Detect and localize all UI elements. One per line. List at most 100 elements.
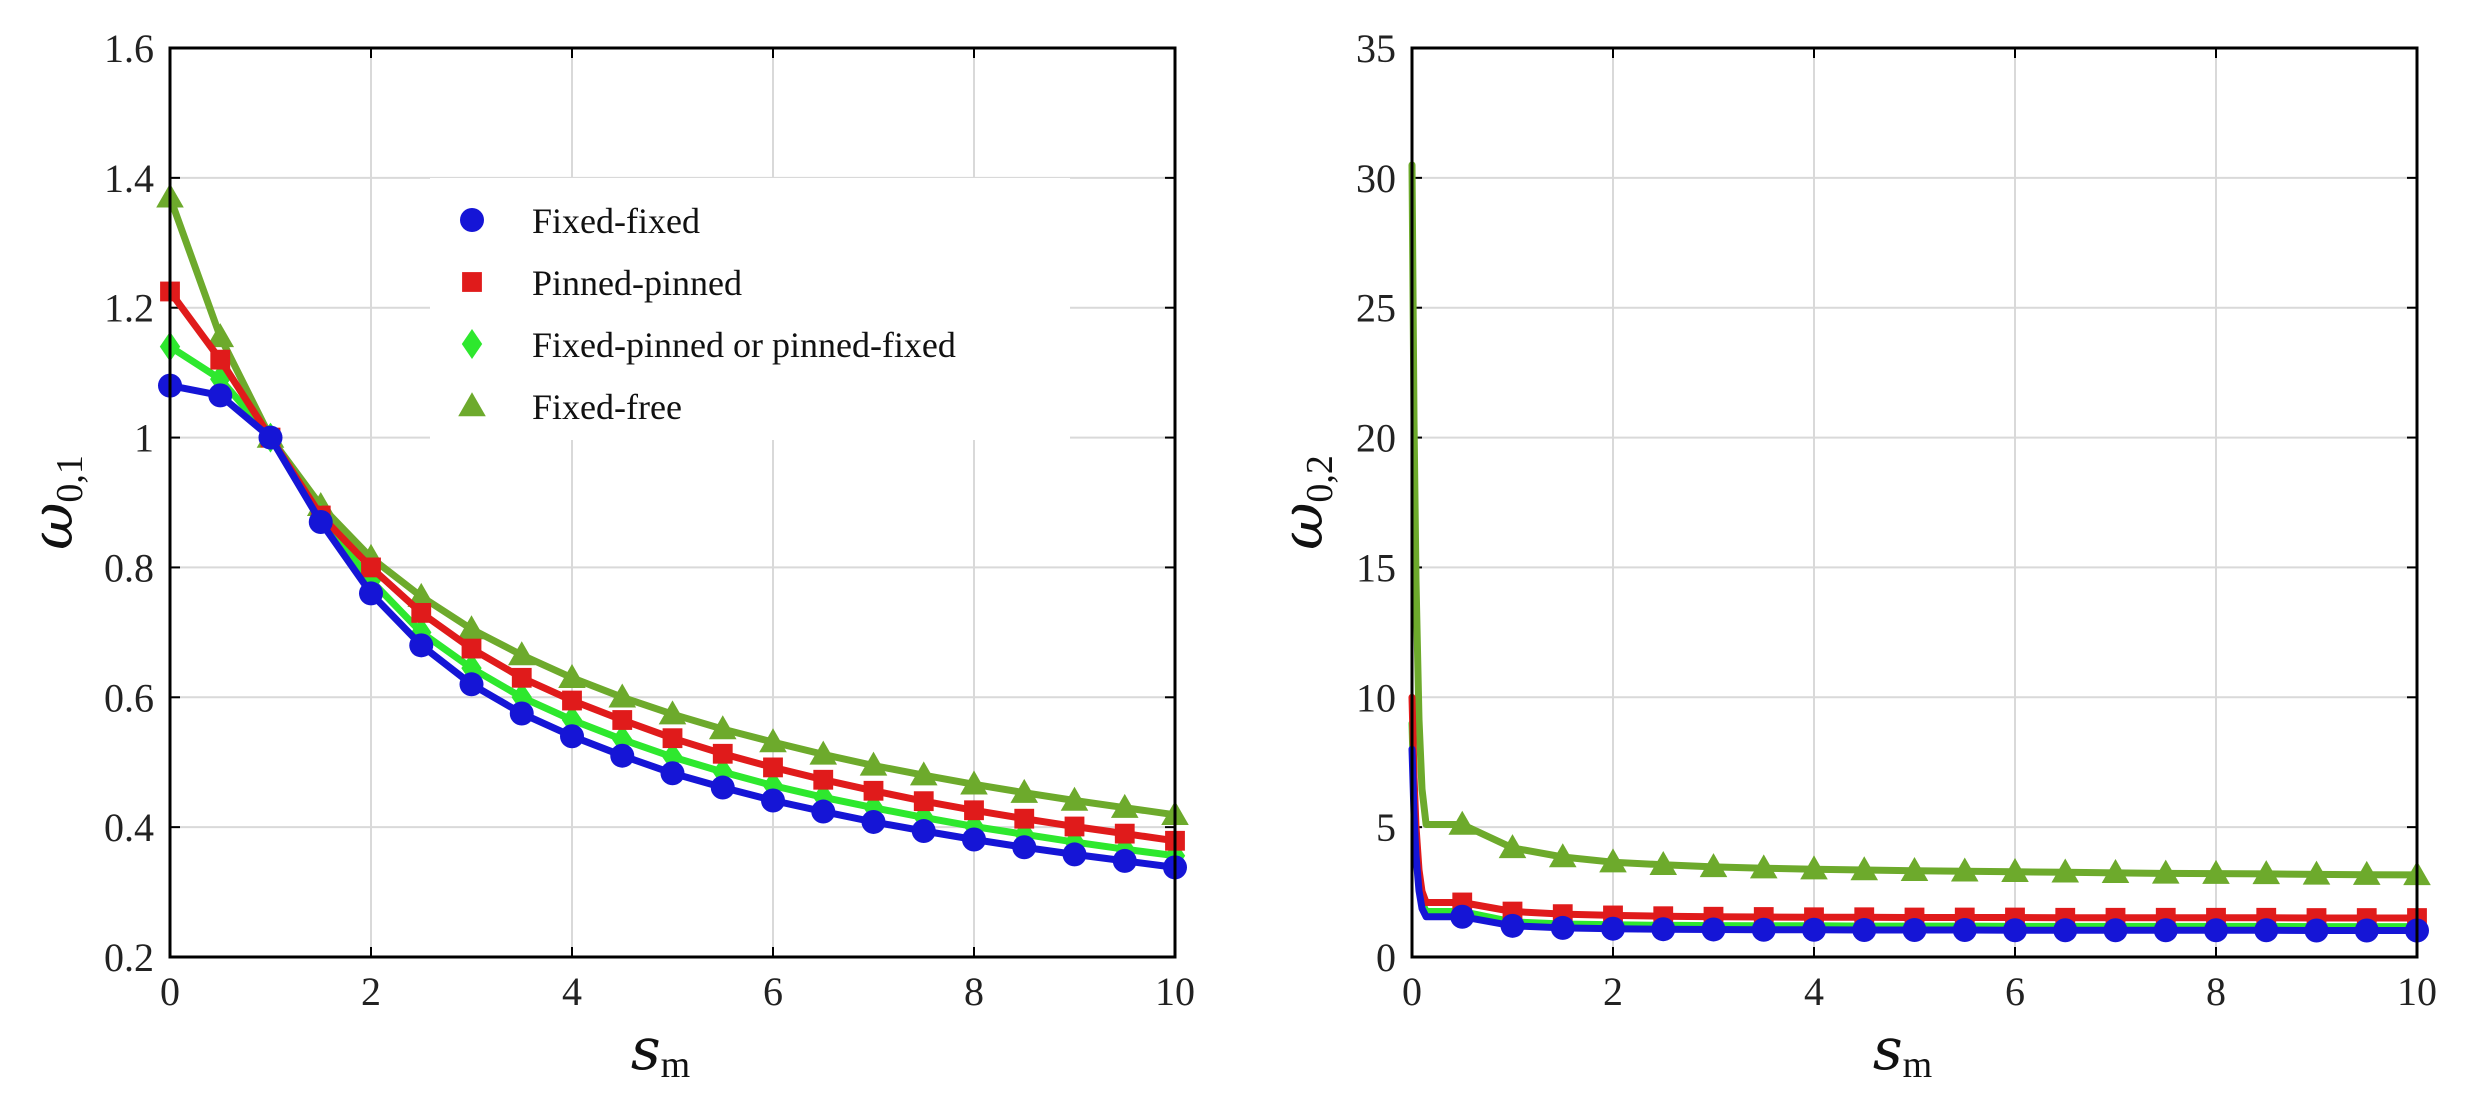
- data-point: [2153, 918, 2178, 943]
- y-tick-label: 20: [1356, 416, 1396, 461]
- data-point: [1601, 916, 1625, 941]
- data-point: [2053, 918, 2078, 943]
- data-point: [1550, 915, 1575, 940]
- data-point: [964, 800, 984, 821]
- data-point: [1701, 917, 1726, 942]
- data-point: [608, 683, 637, 708]
- data-point: [558, 664, 586, 689]
- data-point: [1800, 855, 1828, 880]
- y-tick-label: 1.2: [104, 286, 154, 331]
- x-axis-label: sm: [631, 1015, 690, 1086]
- data-point: [712, 743, 733, 764]
- data-point: [708, 715, 737, 740]
- data-point: [407, 582, 436, 607]
- data-point: [710, 775, 735, 800]
- data-point: [461, 638, 482, 659]
- legend-marker: [461, 329, 483, 359]
- y-tick-label: 35: [1356, 26, 1396, 71]
- x-tick-label: 2: [361, 969, 381, 1014]
- data-point: [2302, 860, 2331, 885]
- data-point: [1852, 917, 1877, 942]
- data-point: [962, 827, 986, 852]
- data-point: [960, 770, 988, 795]
- data-point: [2101, 859, 2130, 884]
- axes-frame: [168, 46, 1177, 959]
- data-point: [909, 761, 938, 786]
- x-tick-label: 4: [1804, 969, 1824, 1014]
- data-point: [1802, 917, 1826, 942]
- data-point: [1498, 834, 1527, 859]
- data-point: [1699, 853, 1728, 878]
- axes-frame: [1410, 46, 2419, 959]
- data-point: [1900, 856, 1929, 881]
- data-point: [658, 700, 687, 725]
- data-point: [509, 701, 534, 726]
- data-point: [560, 724, 584, 749]
- legend-label: Fixed-fixed: [532, 201, 700, 241]
- y-axis-label-subscript: 0,2: [1299, 455, 1341, 503]
- x-axis-label-subscript: m: [1903, 1044, 1933, 1086]
- x-tick-label: 2: [1603, 969, 1623, 1014]
- x-tick-label: 6: [763, 969, 783, 1014]
- data-point: [359, 581, 383, 606]
- y-tick-label: 15: [1356, 545, 1396, 590]
- x-axis-label-subscript: m: [661, 1044, 691, 1086]
- data-point: [660, 761, 685, 786]
- y-tick-label: 1.6: [104, 26, 154, 71]
- data-point: [2202, 859, 2230, 884]
- data-point: [2103, 918, 2128, 943]
- data-point: [1014, 808, 1035, 829]
- y-axis-label: ω0,1: [18, 455, 91, 550]
- data-point: [210, 349, 231, 370]
- data-point: [361, 557, 381, 578]
- x-axis-label: sm: [1873, 1015, 1932, 1086]
- data-point: [1850, 856, 1879, 881]
- left-chart: 0 2 4 6 8 10 0.2 0.4 0.6 0.8 1 1.2 1.4 1.6 sm ω0,1 Fixed…: [18, 26, 1195, 1086]
- data-point: [411, 602, 432, 623]
- legend-label: Fixed-pinned or pinned-fixed: [532, 325, 956, 365]
- data-point: [2354, 918, 2379, 943]
- y-tick-label: 25: [1356, 286, 1396, 331]
- data-point: [859, 751, 888, 776]
- data-point: [813, 769, 834, 790]
- data-point: [861, 809, 886, 834]
- y-tick-label: 1: [134, 416, 154, 461]
- y-axis-label-subscript: 0,1: [49, 455, 91, 503]
- y-tick-label: 0.2: [104, 935, 154, 980]
- y-tick-label: 0: [1376, 935, 1396, 980]
- data-point: [1902, 917, 1927, 942]
- data-point: [2204, 918, 2228, 943]
- data-point: [457, 615, 486, 640]
- data-point: [1599, 848, 1627, 873]
- legend-marker: [458, 392, 486, 417]
- data-point: [610, 743, 635, 768]
- data-point: [1651, 917, 1676, 942]
- legend-label: Fixed-free: [532, 387, 682, 427]
- legend-marker: [460, 208, 484, 232]
- data-point: [1548, 843, 1577, 868]
- data-point: [2001, 858, 2029, 883]
- y-tick-label: 5: [1376, 805, 1396, 850]
- data-point: [2252, 860, 2281, 885]
- data-point: [2051, 858, 2080, 883]
- data-point: [1114, 823, 1135, 844]
- x-tick-label: 10: [2397, 969, 2437, 1014]
- data-point: [1500, 913, 1525, 938]
- data-point: [258, 425, 283, 450]
- legend-marker: [462, 272, 482, 292]
- data-point: [763, 757, 783, 778]
- data-point: [1060, 786, 1089, 811]
- data-point: [1950, 857, 1979, 882]
- data-point: [761, 788, 785, 813]
- data-point: [1649, 851, 1678, 876]
- x-tick-label: 0: [1402, 969, 1422, 1014]
- data-point: [759, 728, 787, 753]
- y-axis-label: ω0,2: [1268, 455, 1341, 550]
- data-point: [863, 780, 884, 801]
- data-point: [911, 819, 936, 844]
- y-tick-label: 10: [1356, 675, 1396, 720]
- data-point: [208, 383, 233, 408]
- data-point: [913, 791, 934, 812]
- legend-box: [430, 178, 1070, 440]
